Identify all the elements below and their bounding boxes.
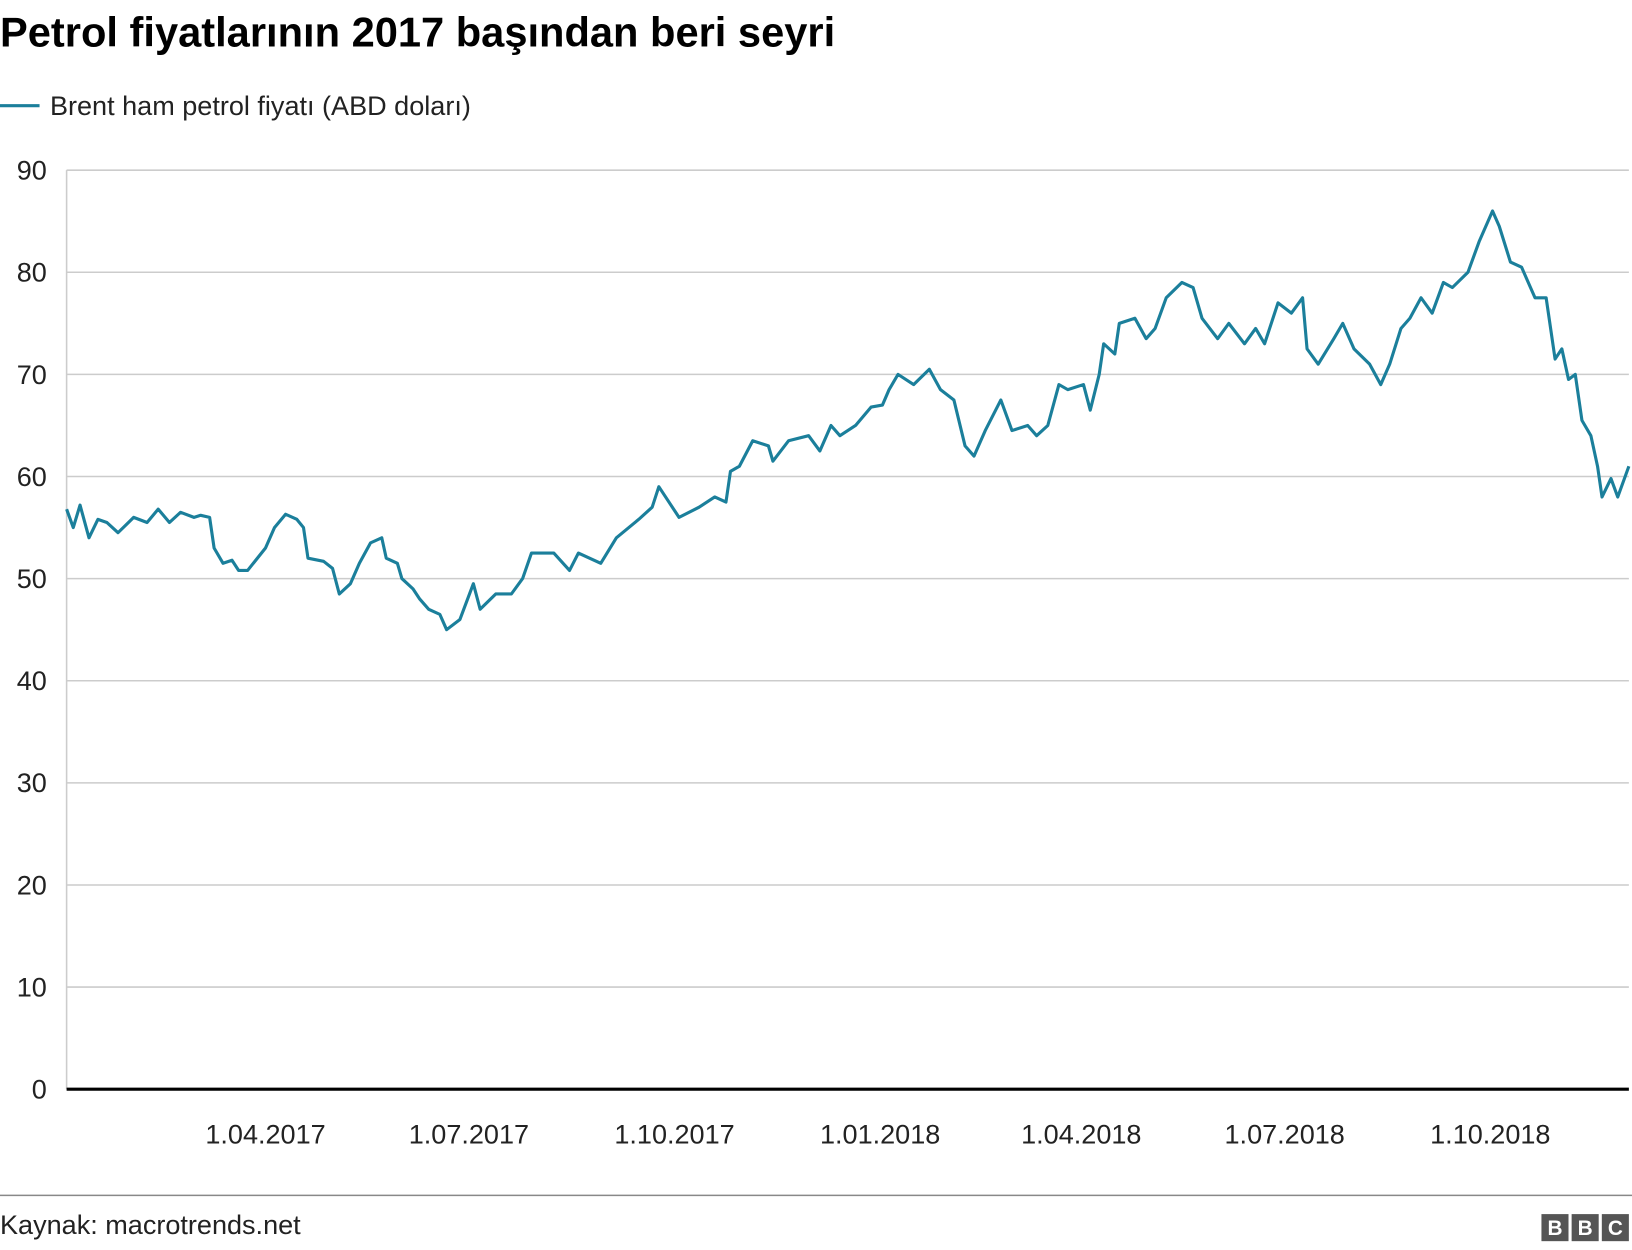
bbc-logo-block xyxy=(1601,1214,1629,1242)
series-line-brent xyxy=(65,209,1631,632)
x-tick-label: 1.04.2018 xyxy=(1021,1119,1141,1149)
y-tick-label: 70 xyxy=(17,360,47,390)
chart-title: Petrol fiyatlarının 2017 başından beri s… xyxy=(0,8,835,55)
x-tick-label: 1.07.2017 xyxy=(409,1119,529,1149)
y-tick-label: 90 xyxy=(17,156,47,186)
bbc-logo-block xyxy=(1541,1214,1569,1242)
x-axis: 1.04.2017 1.07.2017 1.10.2017 1.01.2018 1.04… xyxy=(205,1119,1550,1149)
x-tick-label: 1.10.2018 xyxy=(1430,1119,1550,1149)
y-tick-label: 10 xyxy=(17,972,47,1002)
bbc-logo-letter: C xyxy=(1608,1217,1623,1240)
x-tick-label: 1.10.2017 xyxy=(614,1119,734,1149)
bbc-logo-letter: B xyxy=(1578,1217,1593,1240)
bbc-logo-letter: B xyxy=(1547,1217,1562,1240)
bbc-logo-block xyxy=(1571,1214,1599,1242)
y-tick-label: 0 xyxy=(32,1075,47,1105)
y-tick-label: 20 xyxy=(17,870,47,900)
source-text: Kaynak: macrotrends.net xyxy=(0,1210,301,1240)
y-axis: 0 10 20 30 40 50 60 70 80 90 xyxy=(17,156,47,1105)
x-tick-label: 1.04.2017 xyxy=(205,1119,325,1149)
legend-label: Brent ham petrol fiyatı (ABD doları) xyxy=(50,91,471,121)
y-tick-label: 50 xyxy=(17,564,47,594)
gridlines xyxy=(66,169,1629,988)
y-tick-label: 30 xyxy=(17,768,47,798)
x-tick-label: 1.01.2018 xyxy=(820,1119,940,1149)
y-tick-label: 60 xyxy=(17,462,47,492)
x-tick-label: 1.07.2018 xyxy=(1225,1119,1345,1149)
y-tick-label: 40 xyxy=(17,666,47,696)
y-tick-label: 80 xyxy=(17,258,47,288)
